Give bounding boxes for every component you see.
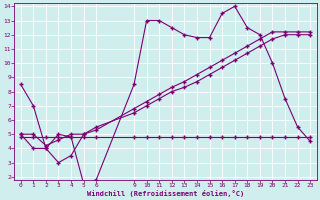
X-axis label: Windchill (Refroidissement éolien,°C): Windchill (Refroidissement éolien,°C) <box>87 190 244 197</box>
